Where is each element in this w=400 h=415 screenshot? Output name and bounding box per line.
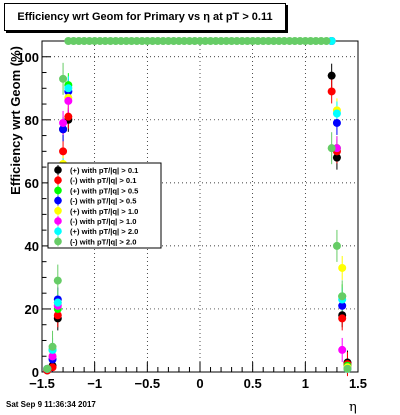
y-tick-label: 100 xyxy=(17,50,39,65)
data-point xyxy=(327,71,336,80)
y-tick-label: 20 xyxy=(25,302,39,317)
legend: (+) with pT/|q| > 0.1(-) with pT/|q| > 0… xyxy=(47,162,162,249)
data-point xyxy=(322,37,331,45)
x-tick-label: 0.5 xyxy=(244,376,262,391)
x-tick-label: −1.5 xyxy=(29,376,55,391)
data-point xyxy=(64,84,73,93)
legend-box xyxy=(47,162,162,249)
data-point xyxy=(59,147,68,156)
legend-label: (+) with pT/|q| > 1.0 xyxy=(70,207,138,216)
y-tick-label: 40 xyxy=(25,239,39,254)
legend-label: (-) with pT/|q| > 1.0 xyxy=(70,217,136,226)
legend-label: (+) with pT/|q| > 0.5 xyxy=(70,186,139,195)
data-point xyxy=(48,342,57,351)
y-tick-label: 60 xyxy=(25,176,39,191)
data-point xyxy=(327,144,336,153)
data-point xyxy=(59,74,68,83)
chart-title: Efficiency wrt Geom for Primary vs η at … xyxy=(17,11,273,23)
y-tick-label: 80 xyxy=(25,113,39,128)
data-point xyxy=(343,364,352,373)
chart-title-box: Efficiency wrt Geom for Primary vs η at … xyxy=(4,3,286,31)
timestamp: Sat Sep 9 11:36:34 2017 xyxy=(6,400,96,409)
data-point xyxy=(332,109,341,118)
x-tick-label: 1.5 xyxy=(349,376,367,391)
legend-label: (+) with pT/|q| > 2.0 xyxy=(70,227,138,236)
data-point xyxy=(64,96,73,105)
data-point xyxy=(53,298,62,307)
data-point xyxy=(338,292,347,301)
data-point xyxy=(332,118,341,127)
x-axis-label: η xyxy=(349,400,357,415)
data-point xyxy=(338,301,347,310)
legend-label: (+) with pT/|q| > 0.1 xyxy=(70,166,139,175)
data-point xyxy=(48,352,57,361)
data-point xyxy=(59,125,68,134)
data-point xyxy=(332,153,341,162)
x-tick-label: 1 xyxy=(302,376,309,391)
legend-label: (-) with pT/|q| > 2.0 xyxy=(70,237,136,246)
data-point xyxy=(64,112,73,121)
data-points xyxy=(43,37,352,375)
data-point xyxy=(53,311,62,320)
data-point xyxy=(327,87,336,96)
data-point xyxy=(332,241,341,250)
data-point xyxy=(338,263,347,272)
y-tick-label: 0 xyxy=(32,365,39,380)
x-tick-label: −0.5 xyxy=(134,376,160,391)
legend-label: (-) with pT/|q| > 0.5 xyxy=(70,197,137,206)
x-tick-label: −1 xyxy=(87,376,102,391)
data-point xyxy=(53,276,62,285)
data-point xyxy=(59,118,68,127)
axis-tick-labels: −1.5 −1 −0.5 0 0.5 1 1.5 0 20 40 60 80 100 xyxy=(17,50,367,391)
data-point xyxy=(338,314,347,323)
data-point xyxy=(338,345,347,354)
data-point xyxy=(43,364,52,373)
y-axis-label: Efficiency wrt Geom (%) xyxy=(8,46,23,195)
x-tick-label: 0 xyxy=(196,376,203,391)
legend-label: (-) with pT/|q| > 0.1 xyxy=(70,176,137,185)
